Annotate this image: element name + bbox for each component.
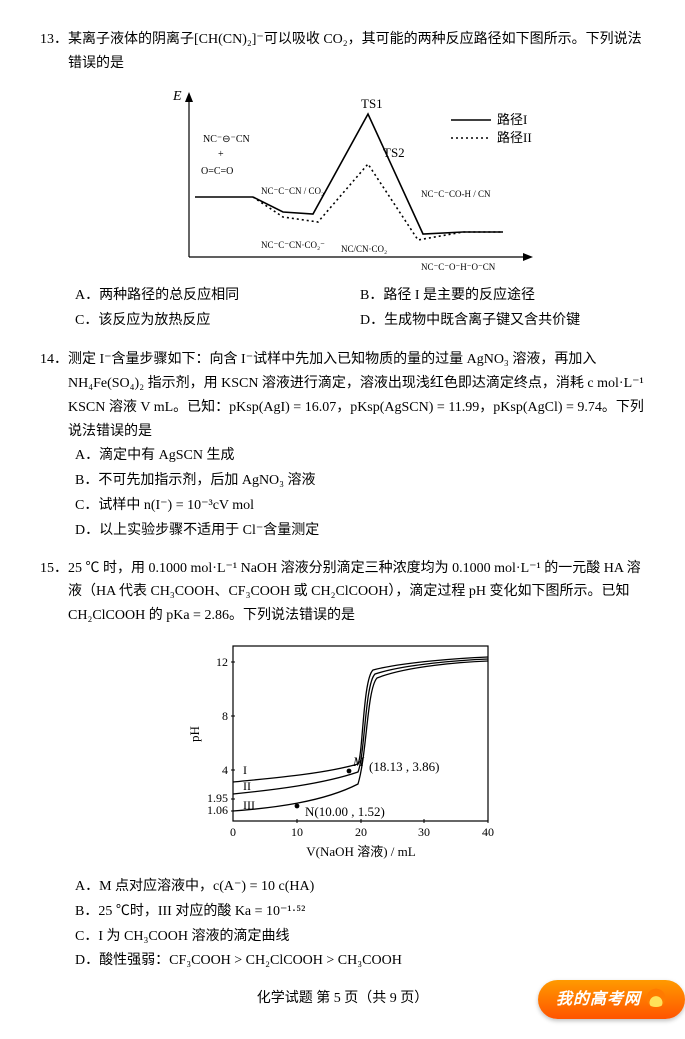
int2-formula: NC⁻C⁻CN·CO₂⁻ [261,240,325,250]
y-axis-label: E [172,89,182,104]
legend-path1: 路径I [497,112,527,127]
q15-stem-text: 25 ℃ 时，用 0.1000 mol·L⁻¹ NaOH 溶液分别滴定三种浓度均… [68,561,641,624]
q14-number: 14． [40,352,68,367]
q13-stem-text: 某离子液体的阴离子[CH(CN)₂]⁻可以吸收 CO₂，其可能的两种反应路径如下… [68,32,642,71]
q15-stem: 15．25 ℃ 时，用 0.1000 mol·L⁻¹ NaOH 溶液分别滴定三种… [68,557,645,628]
q13-figure: E TS1 TS2 NC⁻⊖⁻CN + O=C=O NC⁻C⁻CN / CO₂ … [40,82,645,277]
reactant-formula-1: NC⁻⊖⁻CN [203,134,250,145]
q15-options: A．M 点对应溶液中，c(A⁻) = 10 c(HA) B．25 ℃时，III … [75,875,645,973]
q13-option-b: B．路径 I 是主要的反应途径 [360,284,645,308]
xtick-40: 40 [482,825,494,839]
point-m-coord: (18.13 , 3.86) [369,759,439,774]
q14-option-b: B．不可先加指示剂，后加 AgNO₃ 溶液 [75,469,645,493]
ytick-12: 12 [216,655,228,669]
energy-diagram: E TS1 TS2 NC⁻⊖⁻CN + O=C=O NC⁻C⁻CN / CO₂ … [133,82,553,277]
y-axis-label-q15: pH [187,726,202,742]
q15-figure: 1.06 1.95 4 8 12 0 10 20 30 40 [40,634,645,869]
curve-iii-label: III [243,798,255,812]
ytick-2: 1.95 [207,791,228,805]
int3-formula: NC/CN·CO₂ [341,244,387,254]
curve-i-label: I [243,763,247,777]
ts2-label: TS2 [383,145,405,160]
ytick-4: 4 [222,763,228,777]
ytick-8: 8 [222,709,228,723]
question-15: 15．25 ℃ 时，用 0.1000 mol·L⁻¹ NaOH 溶液分别滴定三种… [40,557,645,974]
q13-options: A．两种路径的总反应相同 B．路径 I 是主要的反应途径 C．该反应为放热反应 … [75,283,645,335]
titration-chart: 1.06 1.95 4 8 12 0 10 20 30 40 [173,634,513,869]
xtick-30: 30 [418,825,430,839]
flame-icon [645,985,667,1007]
reactant-plus: + [218,149,224,160]
xtick-10: 10 [291,825,303,839]
int1-formula: NC⁻C⁻CN / CO₂ [261,186,324,196]
watermark-badge[interactable]: 我的高考网 [538,980,685,1019]
point-m-label: M [352,754,365,769]
q14-option-d: D．以上实验步骤不适用于 Cl⁻含量测定 [75,519,645,543]
q13-option-a: A．两种路径的总反应相同 [75,284,360,308]
q15-option-a: A．M 点对应溶液中，c(A⁻) = 10 c(HA) [75,875,645,899]
question-13: 13．某离子液体的阴离子[CH(CN)₂]⁻可以吸收 CO₂，其可能的两种反应路… [40,28,645,334]
xtick-20: 20 [355,825,367,839]
ts1-label: TS1 [361,96,383,111]
xtick-0: 0 [230,825,236,839]
q15-number: 15． [40,561,68,576]
reactant-formula-2: O=C=O [201,166,233,177]
q14-option-c: C．试样中 n(I⁻) = 10⁻³cV mol [75,494,645,518]
ytick-1: 1.06 [207,803,228,817]
product-formula: NC⁻C⁻CO-H / CN [421,189,491,199]
q13-option-c: C．该反应为放热反应 [75,309,360,333]
legend-path2: 路径II [497,130,532,145]
curve-ii-label: II [243,779,251,793]
q13-stem: 13．某离子液体的阴离子[CH(CN)₂]⁻可以吸收 CO₂，其可能的两种反应路… [68,28,645,76]
product2-formula: NC⁻C⁻O⁻H⁻O⁻CN [421,262,496,272]
q14-stem: 14．测定 I⁻含量步骤如下：向含 I⁻试样中先加入已知物质的量的过量 AgNO… [68,348,645,443]
badge-text: 我的高考网 [556,986,641,1013]
x-axis-label: V(NaOH 溶液) / mL [306,844,415,859]
point-n: N(10.00 , 1.52) [305,804,385,819]
q13-option-d: D．生成物中既含离子键又含共价键 [360,309,645,333]
q15-option-c: C．I 为 CH₃COOH 溶液的滴定曲线 [75,925,645,949]
question-14: 14．测定 I⁻含量步骤如下：向含 I⁻试样中先加入已知物质的量的过量 AgNO… [40,348,645,542]
q14-option-a: A．滴定中有 AgSCN 生成 [75,444,645,468]
q14-stem-text: 测定 I⁻含量步骤如下：向含 I⁻试样中先加入已知物质的量的过量 AgNO₃ 溶… [68,352,644,438]
q14-options: A．滴定中有 AgSCN 生成 B．不可先加指示剂，后加 AgNO₃ 溶液 C．… [75,444,645,542]
q13-number: 13． [40,32,68,47]
q15-option-d: D．酸性强弱：CF₃COOH > CH₂ClCOOH > CH₃COOH [75,949,645,973]
q15-option-b: B．25 ℃时，III 对应的酸 Ka = 10⁻¹·⁵² [75,900,645,924]
